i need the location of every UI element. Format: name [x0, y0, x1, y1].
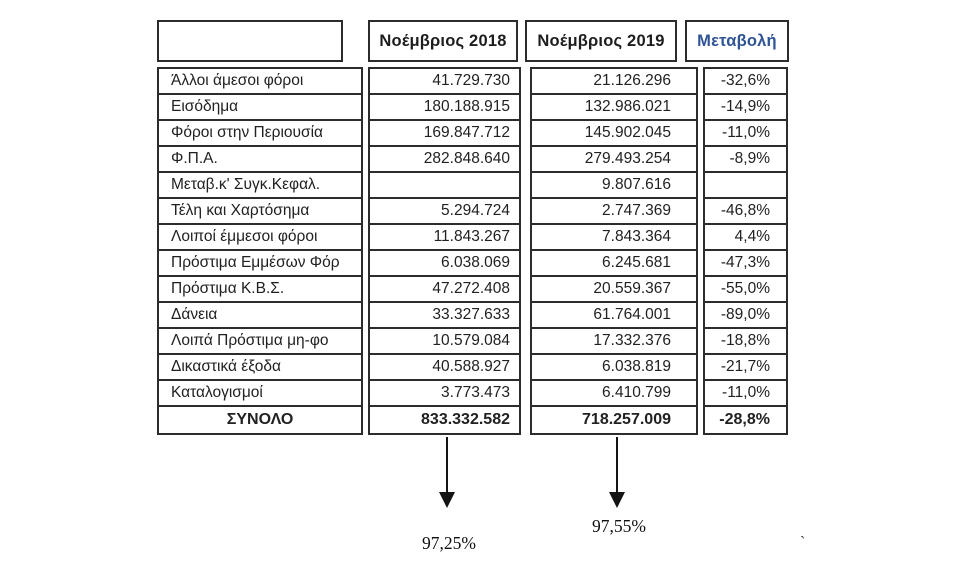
table-row: Φόροι στην Περιουσία 169.847.712 145.902.0… [155, 119, 790, 147]
table-row: Φ.Π.Α. 282.848.640 279.493.254 -8,9% [155, 145, 790, 173]
stray-mark: ` [800, 534, 806, 551]
arrow-shaft [446, 437, 448, 493]
row-label-cell: Φ.Π.Α. [157, 145, 363, 173]
value-2018-cell: 11.843.267 [368, 223, 521, 251]
header-cell-empty [157, 20, 343, 62]
value-2018-cell: 169.847.712 [368, 119, 521, 147]
value-2018-cell: 40.588.927 [368, 353, 521, 381]
value-2018-cell [368, 171, 521, 199]
change-percent-cell: -55,0% [703, 275, 788, 303]
table-row: Εισόδημα 180.188.915 132.986.021 -14,9% [155, 93, 790, 121]
row-label-cell: Άλλοι άμεσοι φόροι [157, 67, 363, 95]
change-percent-cell: -46,8% [703, 197, 788, 225]
row-label-cell: Δικαστικά έξοδα [157, 353, 363, 381]
value-2019-cell: 7.843.364 [530, 223, 698, 251]
value-2019-cell: 20.559.367 [530, 275, 698, 303]
value-2019-cell: 718.257.009 [530, 405, 698, 435]
value-2018-cell: 33.327.633 [368, 301, 521, 329]
row-label-cell: Λοιποί έμμεσοι φόροι [157, 223, 363, 251]
table-row: Άλλοι άμεσοι φόροι 41.729.730 21.126.296 -3… [155, 67, 790, 95]
change-percent-cell: -14,9% [703, 93, 788, 121]
value-2018-cell: 6.038.069 [368, 249, 521, 277]
value-2018-cell: 3.773.473 [368, 379, 521, 407]
change-percent-cell: -18,8% [703, 327, 788, 355]
header-cell-november-2018: Νοέμβριος 2018 [368, 20, 518, 62]
data-table: Νοέμβριος 2018 Νοέμβριος 2019 Μεταβολή Ά… [155, 20, 805, 560]
table-row: Λοιποί έμμεσοι φόροι 11.843.267 7.843.364 4… [155, 223, 790, 251]
header-cell-change: Μεταβολή [685, 20, 789, 62]
table-row: Πρόστιμα Εμμέσων Φόρ 6.038.069 6.245.681 -4… [155, 249, 790, 277]
table-total-row: ΣΥΝΟΛΟ 833.332.582 718.257.009 -28,8% [155, 405, 790, 435]
value-2019-cell: 9.807.616 [530, 171, 698, 199]
arrow-head-icon [439, 492, 455, 508]
table-row: Πρόστιμα Κ.Β.Σ. 47.272.408 20.559.367 -55,0… [155, 275, 790, 303]
percentage-label-2018: 97,25% [422, 533, 476, 553]
arrow-head-icon [609, 492, 625, 508]
change-percent-cell: -32,6% [703, 67, 788, 95]
row-label-cell: Εισόδημα [157, 93, 363, 121]
value-2019-cell: 17.332.376 [530, 327, 698, 355]
value-2018-cell: 282.848.640 [368, 145, 521, 173]
table-row: Μεταβ.κ' Συγκ.Κεφαλ. 9.807.616 [155, 171, 790, 199]
table-row: Καταλογισμοί 3.773.473 6.410.799 -11,0% [155, 379, 790, 407]
change-percent-cell: 4,4% [703, 223, 788, 251]
row-label-cell: Φόροι στην Περιουσία [157, 119, 363, 147]
change-percent-cell: -89,0% [703, 301, 788, 329]
change-percent-cell: -28,8% [703, 405, 788, 435]
table-row: Δάνεια 33.327.633 61.764.001 -89,0% [155, 301, 790, 329]
value-2018-cell: 5.294.724 [368, 197, 521, 225]
table-row: Δικαστικά έξοδα 40.588.927 6.038.819 -21,7% [155, 353, 790, 381]
value-2018-cell: 833.332.582 [368, 405, 521, 435]
value-2018-cell: 10.579.084 [368, 327, 521, 355]
header-cell-november-2019: Νοέμβριος 2019 [525, 20, 677, 62]
value-2019-cell: 279.493.254 [530, 145, 698, 173]
row-label-cell: Μεταβ.κ' Συγκ.Κεφαλ. [157, 171, 363, 199]
table-row: Τέλη και Χαρτόσημα 5.294.724 2.747.369 -46,… [155, 197, 790, 225]
percentage-label-2019: 97,55% [592, 516, 646, 536]
value-2019-cell: 61.764.001 [530, 301, 698, 329]
table-body: Άλλοι άμεσοι φόροι 41.729.730 21.126.296 -3… [155, 67, 790, 435]
row-label-cell: Τέλη και Χαρτόσημα [157, 197, 363, 225]
value-2019-cell: 6.410.799 [530, 379, 698, 407]
value-2019-cell: 21.126.296 [530, 67, 698, 95]
row-label-cell: Δάνεια [157, 301, 363, 329]
row-label-cell: Πρόστιμα Εμμέσων Φόρ [157, 249, 363, 277]
change-percent-cell [703, 171, 788, 199]
value-2018-cell: 41.729.730 [368, 67, 521, 95]
change-percent-cell: -11,0% [703, 119, 788, 147]
row-label-cell: Καταλογισμοί [157, 379, 363, 407]
change-percent-cell: -21,7% [703, 353, 788, 381]
value-2018-cell: 180.188.915 [368, 93, 521, 121]
change-percent-cell: -47,3% [703, 249, 788, 277]
row-label-cell: Λοιπά Πρόστιμα μη-φο [157, 327, 363, 355]
value-2019-cell: 6.038.819 [530, 353, 698, 381]
arrow-shaft [616, 437, 618, 493]
value-2018-cell: 47.272.408 [368, 275, 521, 303]
change-percent-cell: -8,9% [703, 145, 788, 173]
change-percent-cell: -11,0% [703, 379, 788, 407]
row-label-cell: ΣΥΝΟΛΟ [157, 405, 363, 435]
value-2019-cell: 132.986.021 [530, 93, 698, 121]
row-label-cell: Πρόστιμα Κ.Β.Σ. [157, 275, 363, 303]
table-row: Λοιπά Πρόστιμα μη-φο 10.579.084 17.332.376… [155, 327, 790, 355]
value-2019-cell: 6.245.681 [530, 249, 698, 277]
value-2019-cell: 2.747.369 [530, 197, 698, 225]
value-2019-cell: 145.902.045 [530, 119, 698, 147]
